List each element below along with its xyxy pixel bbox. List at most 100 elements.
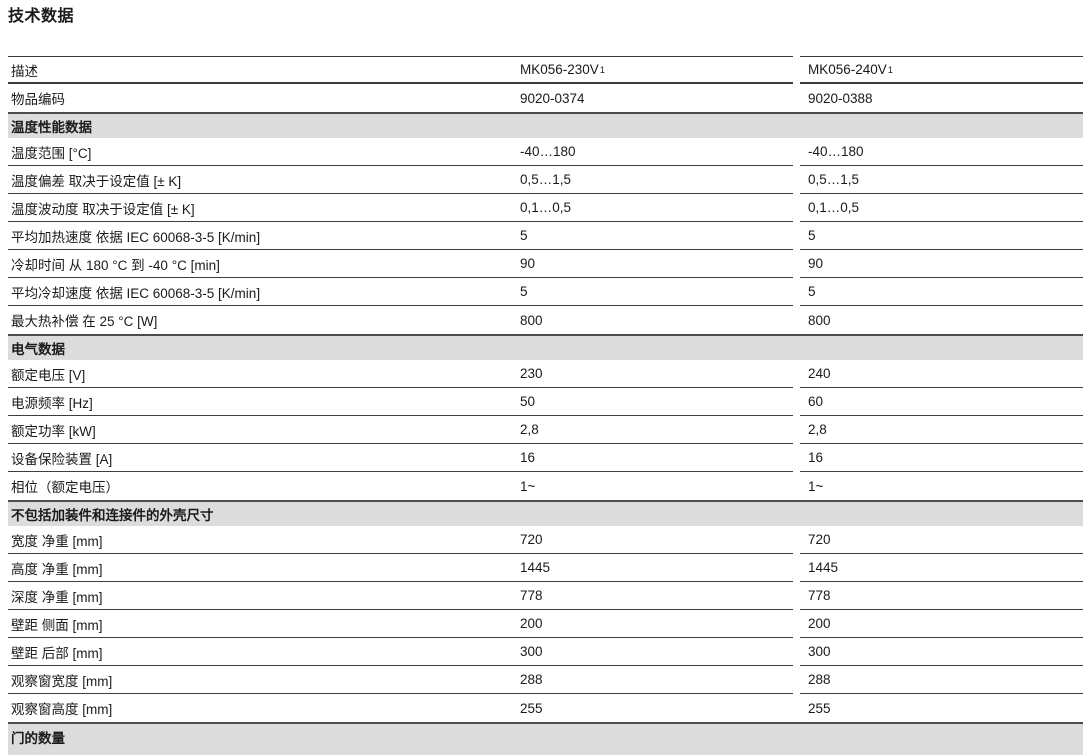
row-label: 观察窗宽度 [mm] xyxy=(8,666,510,694)
row-label-text: 温度范围 [°C] xyxy=(11,145,92,161)
row-value-240v: 1~ xyxy=(800,472,1083,500)
row-value-240v: 5 xyxy=(800,278,1083,306)
row-label-text: 观察窗宽度 [mm] xyxy=(11,673,113,689)
table-row: 观察窗宽度 [mm] 288 288 xyxy=(8,666,1083,694)
column-gutter xyxy=(793,610,800,638)
row-value-230v-text: 2,8 xyxy=(520,422,539,437)
row-label: 冷却时间 从 180 °C 到 -40 °C [min] xyxy=(8,250,510,278)
section-header-row: 门的数量 xyxy=(8,722,1083,755)
table-row: 平均加热速度 依据 IEC 60068-3-5 [K/min] 5 5 xyxy=(8,222,1083,250)
column-header-240v-text: MK056-240V xyxy=(808,62,887,77)
row-label-text: 电源频率 [Hz] xyxy=(11,395,93,411)
section-title-text: 不包括加装件和连接件的外壳尺寸 xyxy=(11,508,214,523)
row-value-230v: 1445 xyxy=(510,554,793,582)
row-label-text: 设备保险装置 [A] xyxy=(11,451,113,467)
column-gutter xyxy=(793,444,800,472)
row-value-240v-text: 0,5…1,5 xyxy=(808,172,860,187)
table-row: 额定电压 [V] 230 240 xyxy=(8,360,1083,388)
column-gutter xyxy=(793,638,800,666)
row-value-240v-text: 240 xyxy=(808,366,831,381)
row-label-text: 物品编码 xyxy=(11,92,65,107)
column-gutter xyxy=(793,278,800,306)
row-value-230v: 90 xyxy=(510,250,793,278)
column-gutter xyxy=(793,666,800,694)
row-value-240v: 800 xyxy=(800,306,1083,334)
column-gutter xyxy=(793,306,800,334)
row-label-text: 温度波动度 取决于设定值 [± K] xyxy=(11,201,195,217)
row-label: 温度波动度 取决于设定值 [± K] xyxy=(8,194,510,222)
row-value-240v-text: 5 xyxy=(808,228,816,243)
row-value-230v-text: -40…180 xyxy=(520,144,576,159)
row-value-240v: 90 xyxy=(800,250,1083,278)
row-label: 平均加热速度 依据 IEC 60068-3-5 [K/min] xyxy=(8,222,510,250)
row-label: 观察窗高度 [mm] xyxy=(8,694,510,722)
row-value-240v-text: 0,1…0,5 xyxy=(808,200,860,215)
row-value-240v: 16 xyxy=(800,444,1083,472)
row-value-240v: 240 xyxy=(800,360,1083,388)
row-value-230v: 200 xyxy=(510,610,793,638)
column-header-description: 描述 xyxy=(8,56,510,84)
row-value-230v: 5 xyxy=(510,222,793,250)
column-gutter xyxy=(793,472,800,500)
row-label-text: 宽度 净重 [mm] xyxy=(11,533,103,549)
row-label-text: 高度 净重 [mm] xyxy=(11,561,103,577)
row-label-text: 观察窗高度 [mm] xyxy=(11,702,113,717)
row-value-240v-text: 1445 xyxy=(808,560,839,575)
row-value-240v-text: 5 xyxy=(808,284,816,299)
row-value-230v-text: 200 xyxy=(520,616,543,631)
row-label: 平均冷却速度 依据 IEC 60068-3-5 [K/min] xyxy=(8,278,510,306)
section-header-row: 电气数据 xyxy=(8,334,1083,360)
table-row: 温度范围 [°C] -40…180 -40…180 xyxy=(8,138,1083,166)
row-value-230v: 230 xyxy=(510,360,793,388)
row-value-230v-text: 5 xyxy=(520,228,528,243)
row-value-230v: 5 xyxy=(510,278,793,306)
row-label: 温度偏差 取决于设定值 [± K] xyxy=(8,166,510,194)
row-value-240v-text: 200 xyxy=(808,616,831,631)
row-value-230v: 50 xyxy=(510,388,793,416)
row-label-text: 壁距 侧面 [mm] xyxy=(11,617,103,633)
row-value-230v-text: 255 xyxy=(520,700,543,716)
row-value-240v-text: 288 xyxy=(808,672,831,687)
row-value-240v: 9020-0388 xyxy=(800,84,1083,112)
row-value-230v: 255 xyxy=(510,694,793,722)
column-gutter xyxy=(793,388,800,416)
table-row: 平均冷却速度 依据 IEC 60068-3-5 [K/min] 5 5 xyxy=(8,278,1083,306)
row-value-230v: 300 xyxy=(510,638,793,666)
row-value-240v: 720 xyxy=(800,526,1083,554)
table-row: 壁距 侧面 [mm] 200 200 xyxy=(8,610,1083,638)
table-row: 设备保险装置 [A] 16 16 xyxy=(8,444,1083,472)
row-label-text: 额定功率 [kW] xyxy=(11,423,96,439)
column-gutter xyxy=(793,416,800,444)
table-row: 温度偏差 取决于设定值 [± K] 0,5…1,5 0,5…1,5 xyxy=(8,166,1083,194)
row-value-240v: 255 xyxy=(800,694,1083,722)
column-gutter xyxy=(793,194,800,222)
row-value-230v-text: 1445 xyxy=(520,560,551,575)
row-value-240v: 0,5…1,5 xyxy=(800,166,1083,194)
row-value-230v-text: 50 xyxy=(520,394,536,409)
section-header-row: 温度性能数据 xyxy=(8,112,1083,138)
row-value-230v-text: 800 xyxy=(520,312,543,328)
column-gutter xyxy=(793,138,800,166)
row-value-230v: 2,8 xyxy=(510,416,793,444)
row-value-230v-text: 778 xyxy=(520,588,543,603)
row-label-text: 温度偏差 取决于设定值 [± K] xyxy=(11,173,182,189)
row-label-text: 平均加热速度 依据 IEC 60068-3-5 [K/min] xyxy=(11,229,261,245)
column-gutter xyxy=(793,582,800,610)
row-label-text: 壁距 后部 [mm] xyxy=(11,645,103,661)
table-header-row: 描述 MK056-230V 1 MK056-240V 1 xyxy=(8,56,1083,84)
table-row: 壁距 后部 [mm] 300 300 xyxy=(8,638,1083,666)
row-label: 额定功率 [kW] xyxy=(8,416,510,444)
row-label: 电源频率 [Hz] xyxy=(8,388,510,416)
row-value-230v: 9020-0374 xyxy=(510,84,793,112)
table-row: 最大热补偿 在 25 °C [W] 800 800 xyxy=(8,306,1083,334)
row-value-240v-text: -40…180 xyxy=(808,144,864,159)
column-gutter xyxy=(793,166,800,194)
row-label: 高度 净重 [mm] xyxy=(8,554,510,582)
row-value-240v-text: 1~ xyxy=(808,478,824,494)
row-value-230v-text: 230 xyxy=(520,366,543,381)
row-label-text: 冷却时间 从 180 °C 到 -40 °C [min] xyxy=(11,257,220,273)
row-value-240v-text: 800 xyxy=(808,312,831,328)
column-header-230v-text: MK056-230V xyxy=(520,62,599,77)
row-value-230v: 778 xyxy=(510,582,793,610)
